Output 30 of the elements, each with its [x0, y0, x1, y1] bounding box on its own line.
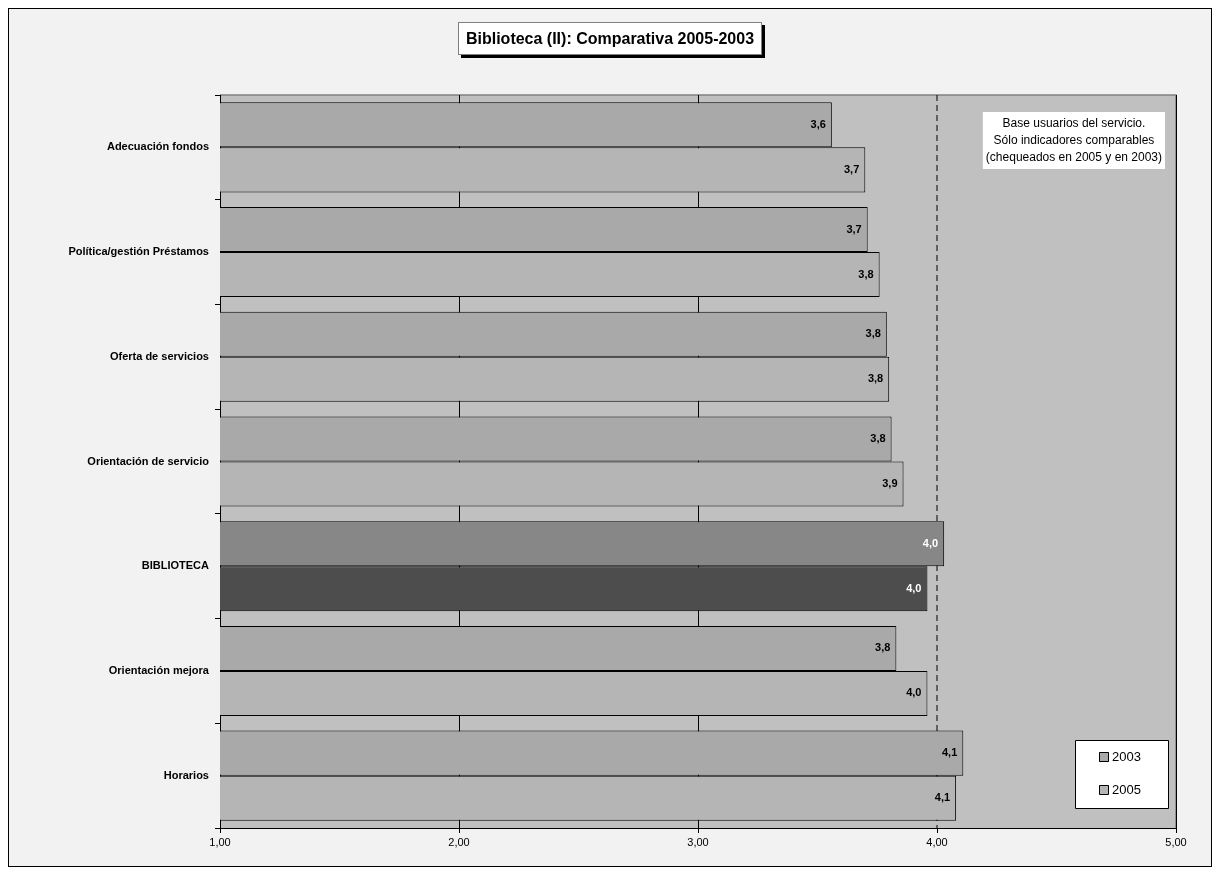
- y-tick-label: Oferta de servicios: [109, 349, 209, 362]
- legend-label: 2003: [1112, 748, 1141, 764]
- y-tick-label: Adecuación fondos: [106, 140, 209, 153]
- chart-title: Biblioteca (II): Comparativa 2005-2003: [457, 22, 763, 55]
- x-tick-label: 3,00: [687, 835, 709, 848]
- data-label: 4,0: [922, 536, 939, 549]
- data-label: 3,7: [846, 222, 862, 235]
- data-label: 3,6: [810, 117, 826, 130]
- legend-label: 2005: [1112, 781, 1141, 797]
- y-tick-label: Política/gestión Préstamos: [68, 245, 209, 258]
- y-tick-label: Horarios: [163, 768, 209, 781]
- data-label: 4,0: [906, 581, 922, 594]
- data-label: 4,0: [906, 686, 922, 699]
- data-label: 3,8: [875, 641, 891, 654]
- x-tick-label: 4,00: [926, 835, 948, 848]
- data-label: 3,8: [865, 327, 881, 340]
- y-tick-label: BIBLIOTECA: [141, 559, 210, 572]
- data-label: 4,1: [934, 791, 951, 804]
- x-tick-label: 5,00: [1165, 835, 1187, 848]
- data-label: 3,9: [882, 477, 898, 490]
- x-tick-label: 2,00: [448, 835, 470, 848]
- data-label: 3,8: [867, 372, 884, 385]
- y-tick-label: Orientación mejora: [108, 663, 210, 676]
- x-tick-label: 1,00: [209, 835, 231, 848]
- y-tick-label: Orientación de servicio: [87, 454, 210, 467]
- data-label: 3,7: [844, 162, 860, 175]
- data-label: 3,8: [858, 267, 874, 280]
- annotation: Base usuarios del servicio. Sólo indicadores comparables (chequeados en 2005 y en 2003): [985, 115, 1162, 164]
- data-label: 4,1: [941, 746, 958, 759]
- data-label: 3,8: [870, 432, 886, 445]
